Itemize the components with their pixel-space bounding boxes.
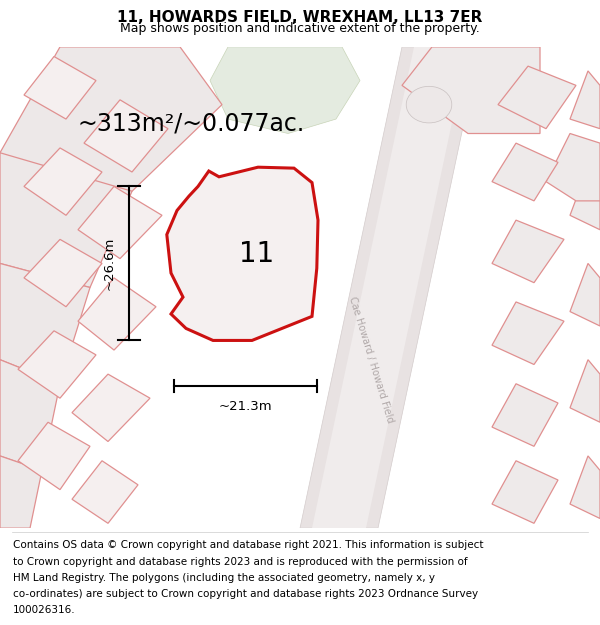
Polygon shape	[570, 456, 600, 519]
Circle shape	[406, 86, 452, 123]
Text: HM Land Registry. The polygons (including the associated geometry, namely x, y: HM Land Registry. The polygons (includin…	[13, 572, 435, 582]
Text: ~26.6m: ~26.6m	[103, 237, 116, 290]
Text: Cae Howard / Howard Field: Cae Howard / Howard Field	[347, 296, 395, 424]
Text: ~313m²/~0.077ac.: ~313m²/~0.077ac.	[78, 112, 305, 136]
Polygon shape	[492, 461, 558, 523]
Text: Contains OS data © Crown copyright and database right 2021. This information is : Contains OS data © Crown copyright and d…	[13, 540, 484, 550]
Polygon shape	[570, 71, 600, 129]
Polygon shape	[78, 278, 156, 350]
Polygon shape	[570, 359, 600, 423]
Polygon shape	[0, 456, 42, 528]
Polygon shape	[492, 220, 564, 282]
Polygon shape	[570, 264, 600, 326]
Polygon shape	[84, 100, 168, 172]
Polygon shape	[492, 384, 558, 446]
Polygon shape	[0, 264, 90, 384]
Text: to Crown copyright and database rights 2023 and is reproduced with the permissio: to Crown copyright and database rights 2…	[13, 556, 468, 566]
Polygon shape	[0, 152, 132, 288]
Polygon shape	[78, 186, 162, 259]
Polygon shape	[210, 47, 360, 134]
Polygon shape	[72, 461, 138, 523]
Text: co-ordinates) are subject to Crown copyright and database rights 2023 Ordnance S: co-ordinates) are subject to Crown copyr…	[13, 589, 478, 599]
Text: ~21.3m: ~21.3m	[218, 399, 272, 412]
Text: 100026316.: 100026316.	[13, 606, 76, 616]
Text: 11: 11	[239, 240, 274, 268]
Polygon shape	[24, 148, 102, 215]
Text: Map shows position and indicative extent of the property.: Map shows position and indicative extent…	[120, 22, 480, 35]
Polygon shape	[402, 47, 540, 134]
Polygon shape	[570, 167, 600, 230]
Polygon shape	[24, 56, 96, 119]
Polygon shape	[18, 331, 96, 398]
Polygon shape	[72, 374, 150, 441]
Polygon shape	[498, 66, 576, 129]
Polygon shape	[167, 167, 318, 341]
Polygon shape	[18, 422, 90, 489]
Polygon shape	[312, 47, 468, 528]
Polygon shape	[0, 47, 222, 191]
Polygon shape	[300, 47, 480, 528]
Polygon shape	[24, 239, 102, 307]
Text: 11, HOWARDS FIELD, WREXHAM, LL13 7ER: 11, HOWARDS FIELD, WREXHAM, LL13 7ER	[118, 10, 482, 25]
Polygon shape	[492, 302, 564, 364]
Polygon shape	[492, 143, 558, 201]
Polygon shape	[546, 134, 600, 201]
Polygon shape	[0, 359, 60, 471]
